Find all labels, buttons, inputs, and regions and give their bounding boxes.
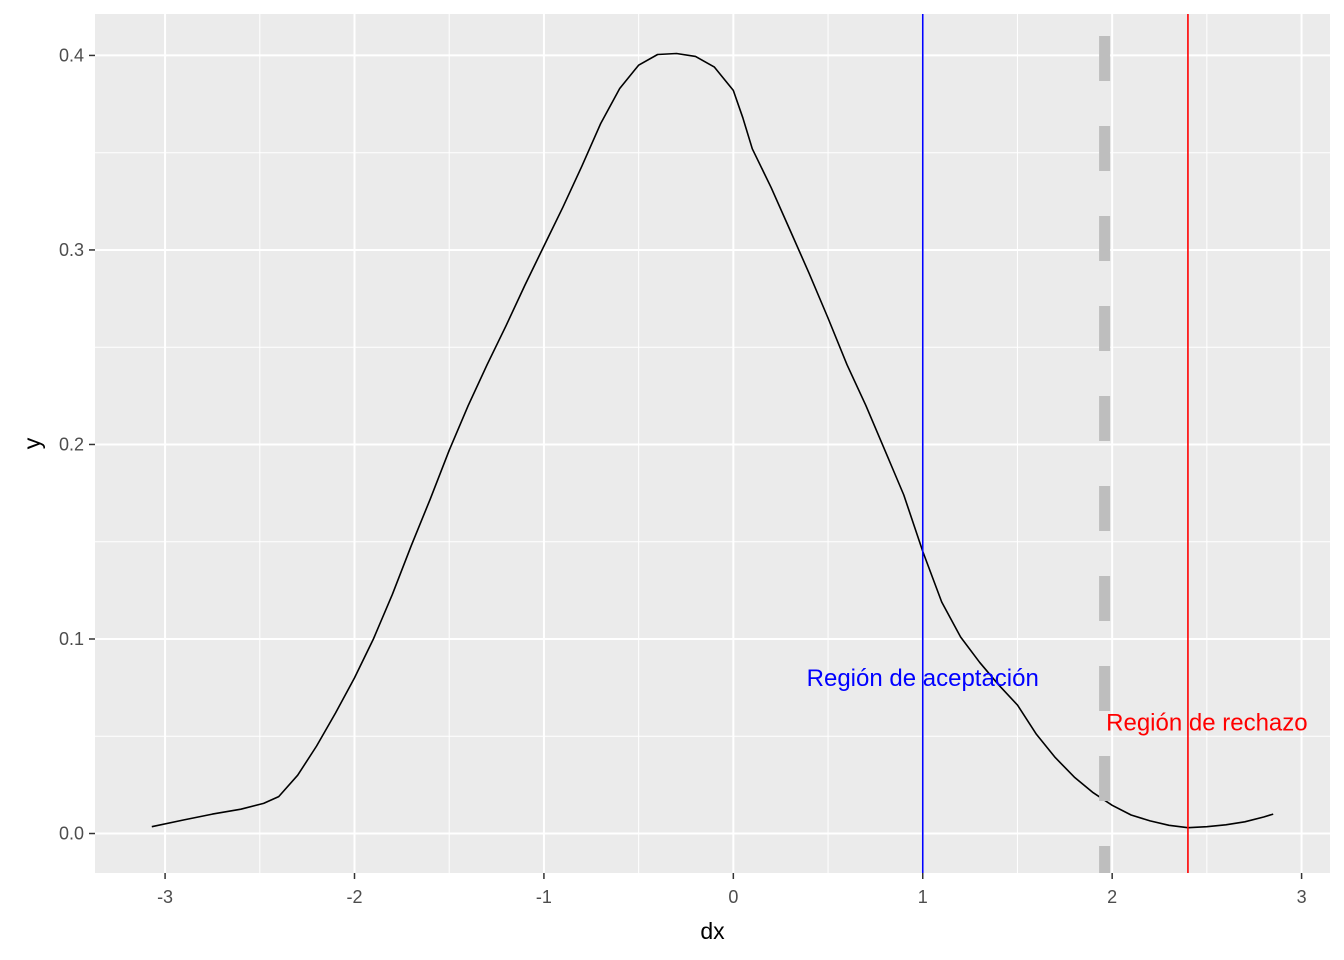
y-axis-ticks: 0.0 0.1 0.2 0.3 0.4	[59, 45, 95, 844]
y-tick-label: 0.4	[59, 45, 84, 65]
x-tick-label: 0	[728, 887, 738, 907]
acceptance-region-label: Región de aceptación	[807, 665, 1039, 692]
y-tick-label: 0.2	[59, 434, 84, 454]
density-curve	[151, 52, 1274, 829]
x-axis-title: dx	[700, 918, 725, 944]
y-tick-label: 0.0	[59, 824, 84, 844]
x-tick-label: 2	[1107, 887, 1117, 907]
y-tick-label: 0.1	[59, 629, 84, 649]
vertical-lines	[921, 14, 1189, 873]
rejection-region-label: Región de rechazo	[1106, 710, 1307, 737]
x-tick-label: 3	[1297, 887, 1307, 907]
series-layer	[151, 52, 1274, 829]
y-axis-title: y	[19, 437, 45, 449]
x-tick-label: 1	[918, 887, 928, 907]
x-axis-ticks: -3 -2 -1 0 1 2 3	[157, 873, 1307, 907]
x-tick-label: -1	[536, 887, 552, 907]
annotations: Región de aceptación Región de rechazo	[807, 665, 1308, 737]
x-tick-label: -2	[346, 887, 362, 907]
y-tick-label: 0.3	[59, 240, 84, 260]
x-tick-label: -3	[157, 887, 173, 907]
